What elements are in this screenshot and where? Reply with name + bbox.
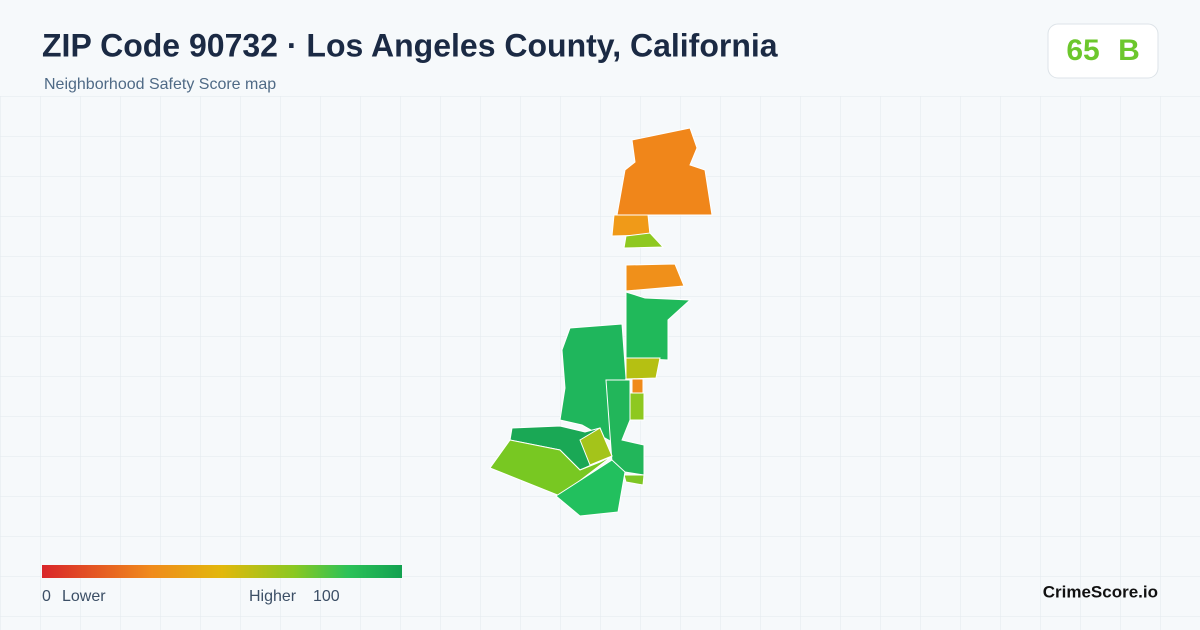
region (631, 378, 644, 394)
legend-max-label: Higher (249, 588, 297, 605)
legend-gradient (42, 565, 402, 578)
brand: CrimeScore.io (1043, 582, 1158, 601)
subtitle: Neighborhood Safety Score map (44, 76, 276, 93)
region (629, 392, 645, 421)
region (625, 357, 661, 380)
score-value: 65 (1066, 34, 1099, 67)
score-badge (1047, 23, 1159, 79)
legend-max: 100 (313, 588, 340, 605)
legend-min-label: Lower (62, 588, 106, 605)
legend-min: 0 (42, 588, 51, 605)
region (579, 427, 613, 466)
region (611, 214, 651, 237)
title: ZIP Code 90732 · Los Angeles County, Cal… (42, 27, 778, 63)
map (489, 127, 713, 517)
region (616, 127, 713, 216)
score-grade: B (1118, 34, 1140, 67)
region (623, 474, 645, 486)
region (555, 459, 626, 517)
region (623, 232, 665, 249)
region (625, 263, 685, 292)
